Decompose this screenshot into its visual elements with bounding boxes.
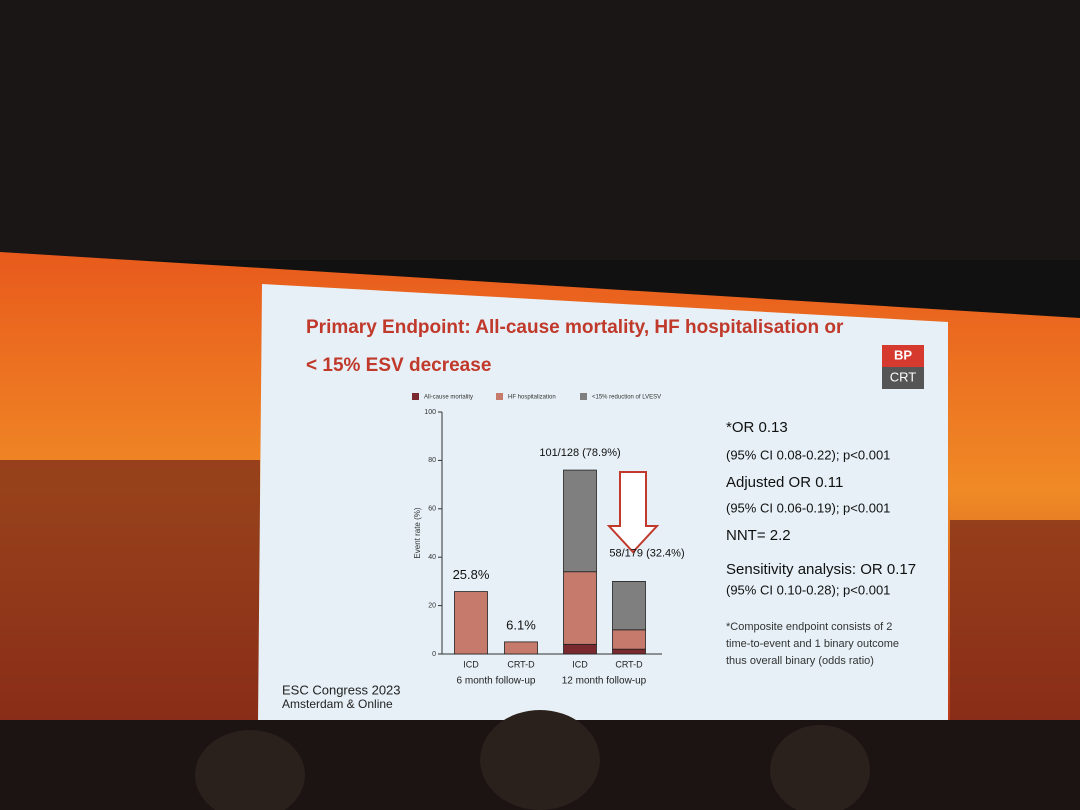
ceiling (0, 0, 1080, 260)
legend-label: All-cause mortality (424, 395, 473, 401)
x-tick-label: ICD (572, 659, 588, 669)
audience-head (770, 725, 870, 810)
legend-label: <15% reduction of LVESV (592, 395, 661, 401)
chart: 0 20 40 60 80 100 Event rate (%) All-cause mort… (412, 393, 685, 687)
stat-line: *OR 0.13 (726, 419, 788, 436)
stat-line: Adjusted OR 0.11 (726, 474, 843, 491)
buildings-right (950, 520, 1080, 720)
legend-label: HF hospitalization (508, 395, 556, 401)
group-label: 12 month follow-up (562, 676, 647, 687)
y-tick-label: 0 (432, 651, 436, 658)
bar-segment (563, 643, 597, 655)
footer: ESC Congress 2023 (282, 682, 401, 697)
total-label: 58/179 (32.4%) (609, 547, 684, 559)
bar-segment (454, 591, 488, 655)
footnote: time-to-event and 1 binary outcome (726, 638, 899, 650)
logo-top: BP (894, 347, 912, 362)
y-axis-label: Event rate (%) (413, 507, 422, 558)
decrease-arrow (606, 471, 660, 554)
slide (258, 284, 948, 724)
bar-segment (612, 648, 646, 655)
x-tick-label: CRT-D (615, 659, 643, 669)
footer: Amsterdam & Online (282, 697, 393, 711)
x-tick-label: ICD (463, 659, 479, 669)
footnote: *Composite endpoint consists of 2 (726, 621, 892, 633)
legend-swatch (412, 393, 419, 400)
logo-base (882, 367, 924, 389)
stat-line: (95% CI 0.08-0.22); p<0.001 (726, 447, 890, 462)
logo-bottom: CRT (890, 369, 917, 384)
stat-line: Sensitivity analysis: OR 0.17 (726, 561, 916, 578)
stat-line: NNT= 2.2 (726, 527, 791, 544)
footnote: thus overall binary (odds ratio) (726, 655, 874, 667)
bar-segment (563, 469, 597, 573)
legend-swatch (580, 393, 587, 400)
y-tick-label: 60 (428, 506, 436, 513)
slide-title: < 15% ESV decrease (306, 355, 491, 376)
y-tick-label: 20 (428, 602, 436, 609)
bar-segment (612, 581, 646, 631)
y-tick-label: 100 (424, 409, 436, 416)
group-label: 6 month follow-up (457, 676, 536, 687)
total-label: 25.8% (453, 567, 490, 582)
stat-line: (95% CI 0.06-0.19); p<0.001 (726, 500, 890, 515)
bar-segment (612, 629, 646, 650)
audience-head (480, 710, 600, 810)
stats: *OR 0.13 (95% CI 0.08-0.22); p<0.001 Adjus… (726, 419, 916, 667)
total-label: 101/128 (78.9%) (539, 447, 620, 459)
stat-line: (95% CI 0.10-0.28); p<0.001 (726, 582, 890, 597)
y-tick-label: 40 (428, 554, 436, 561)
legend-swatch (496, 393, 503, 400)
y-tick-label: 80 (428, 457, 436, 464)
x-tick-label: CRT-D (507, 659, 535, 669)
bar-segment (504, 641, 538, 655)
total-label: 6.1% (506, 617, 536, 632)
slide-title: Primary Endpoint: All-cause mortality, H… (306, 317, 844, 338)
bar-segment (563, 571, 597, 645)
buildings-left (0, 460, 260, 720)
audience-head (195, 730, 305, 810)
